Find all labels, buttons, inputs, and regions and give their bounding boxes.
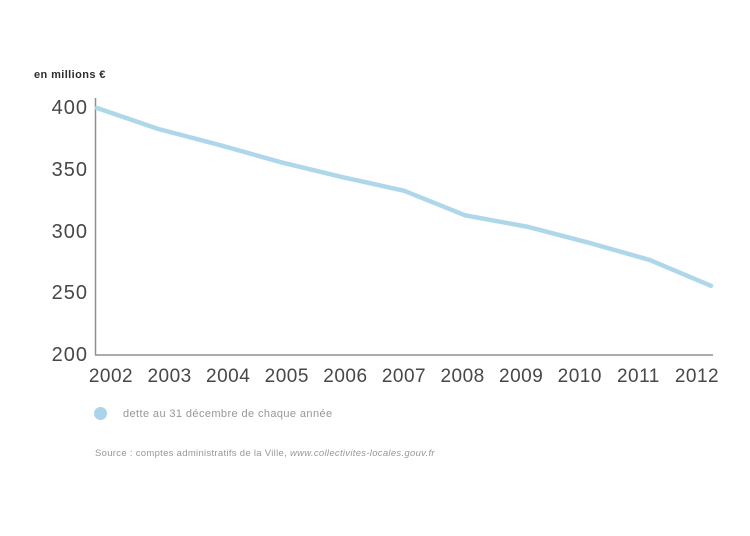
x-tick-label: 2005 xyxy=(264,366,309,387)
source-note: Source : comptes administratifs de la Vi… xyxy=(95,448,435,459)
y-tick-label: 400 xyxy=(51,97,88,119)
x-tick-label: 2008 xyxy=(440,366,485,387)
x-tick-label: 2011 xyxy=(616,366,660,387)
x-tick-label: 2012 xyxy=(674,366,720,387)
y-axis-unit-label: en millions € xyxy=(34,69,106,81)
x-tick-label: 2010 xyxy=(557,366,602,387)
legend: dette au 31 décembre de chaque année xyxy=(94,407,333,420)
x-tick-label: 2007 xyxy=(381,366,427,387)
x-tick-label: 2004 xyxy=(206,366,251,387)
y-tick-label: 300 xyxy=(51,220,88,243)
y-tick-label: 350 xyxy=(51,158,88,181)
legend-marker-dot xyxy=(94,407,107,420)
legend-label: dette au 31 décembre de chaque année xyxy=(123,407,333,420)
y-tick-label: 250 xyxy=(51,282,88,305)
y-tick-label: 200 xyxy=(51,344,88,366)
x-tick-label: 2009 xyxy=(499,366,544,387)
x-tick-label: 2002 xyxy=(88,366,134,387)
debt-series-line xyxy=(94,105,714,289)
x-tick-label: 2006 xyxy=(323,366,368,387)
source-url: www.collectivites-locales.gouv.fr xyxy=(289,448,435,459)
x-tick-label: 2003 xyxy=(147,366,192,387)
source-text: Source : comptes administratifs de la Vi… xyxy=(95,448,290,459)
